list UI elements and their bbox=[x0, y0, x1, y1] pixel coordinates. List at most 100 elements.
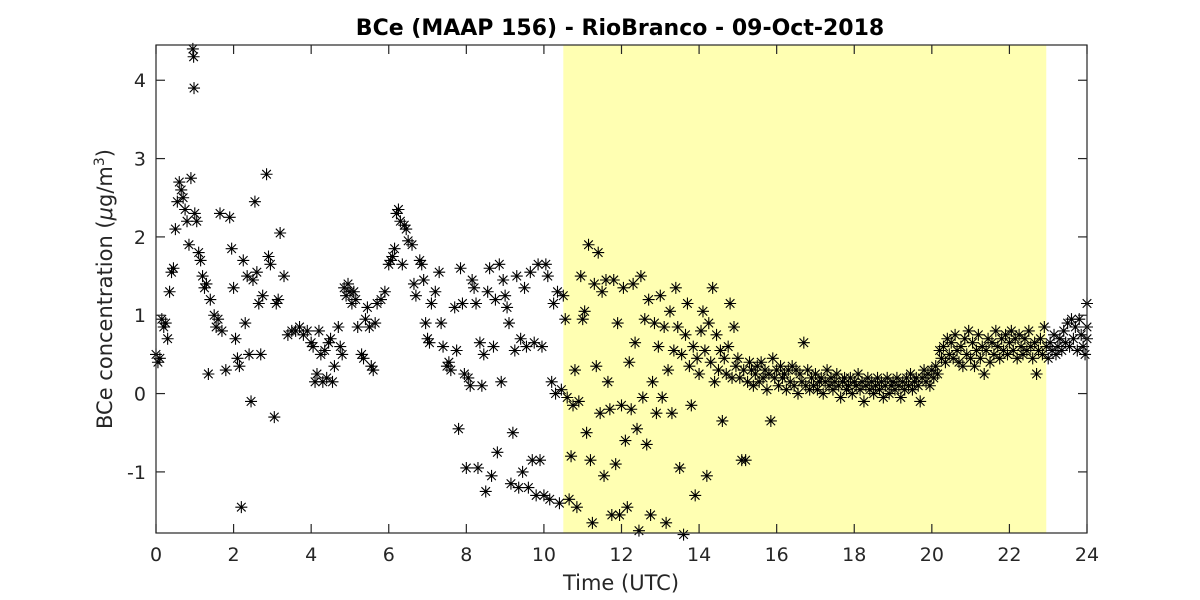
data-point bbox=[508, 344, 521, 357]
data-point bbox=[318, 344, 331, 357]
data-point bbox=[663, 305, 676, 318]
data-point bbox=[1030, 367, 1043, 380]
data-point bbox=[792, 387, 805, 400]
data-point bbox=[551, 285, 564, 298]
data-point bbox=[945, 336, 958, 349]
data-point bbox=[245, 395, 258, 408]
data-point bbox=[968, 360, 981, 373]
data-point bbox=[766, 352, 779, 365]
data-point bbox=[1011, 352, 1024, 365]
data-point bbox=[720, 367, 733, 380]
data-point bbox=[250, 266, 263, 279]
data-point bbox=[448, 301, 461, 314]
data-point bbox=[512, 481, 525, 494]
y-axis-label-mu: μ bbox=[93, 207, 117, 221]
data-point bbox=[361, 301, 374, 314]
data-point bbox=[598, 469, 611, 482]
x-tick-label: 6 bbox=[383, 544, 395, 566]
data-point bbox=[528, 336, 541, 349]
data-point bbox=[774, 360, 787, 373]
data-point bbox=[326, 375, 339, 388]
data-point bbox=[877, 391, 890, 404]
data-point bbox=[444, 364, 457, 377]
data-point bbox=[685, 399, 698, 412]
data-point bbox=[229, 332, 242, 345]
data-point bbox=[1044, 336, 1057, 349]
chart-title: BCe (MAAP 156) - RioBranco - 09-Oct-2018 bbox=[356, 16, 884, 41]
data-point bbox=[718, 352, 731, 365]
data-point bbox=[646, 375, 659, 388]
data-point bbox=[272, 293, 285, 306]
data-point bbox=[747, 379, 760, 392]
data-point bbox=[722, 340, 735, 353]
y-tick-label: 2 bbox=[134, 227, 146, 249]
data-point bbox=[194, 254, 207, 267]
data-point bbox=[262, 250, 275, 263]
data-point bbox=[307, 340, 320, 353]
data-point bbox=[243, 348, 256, 361]
data-point bbox=[873, 383, 886, 396]
data-points bbox=[150, 42, 1093, 541]
data-point bbox=[534, 454, 547, 467]
data-point bbox=[638, 313, 651, 326]
data-point bbox=[268, 411, 281, 424]
data-point bbox=[442, 356, 455, 369]
y-tick-label: 3 bbox=[134, 149, 146, 171]
data-point bbox=[605, 508, 618, 521]
data-point bbox=[324, 332, 337, 345]
data-point bbox=[760, 383, 773, 396]
data-point bbox=[972, 328, 985, 341]
data-point bbox=[485, 469, 498, 482]
data-point bbox=[543, 493, 556, 506]
data-point bbox=[1034, 332, 1047, 345]
data-point bbox=[563, 493, 576, 506]
data-point bbox=[398, 219, 411, 232]
data-point bbox=[852, 367, 865, 380]
data-point bbox=[204, 293, 217, 306]
data-point bbox=[1026, 352, 1039, 365]
data-point bbox=[545, 375, 558, 388]
data-point bbox=[716, 414, 729, 427]
data-point bbox=[301, 324, 314, 337]
data-point bbox=[549, 387, 562, 400]
data-point bbox=[537, 489, 550, 502]
data-point bbox=[378, 285, 391, 298]
data-point bbox=[737, 364, 750, 377]
data-point bbox=[627, 277, 640, 290]
data-point bbox=[939, 356, 952, 369]
data-point bbox=[904, 367, 917, 380]
data-point bbox=[929, 360, 942, 373]
data-point bbox=[964, 352, 977, 365]
data-point bbox=[609, 458, 622, 471]
data-point bbox=[681, 297, 694, 310]
data-point bbox=[388, 242, 401, 255]
data-point bbox=[260, 168, 273, 181]
data-point bbox=[188, 207, 201, 220]
data-point bbox=[631, 422, 644, 435]
data-point bbox=[768, 371, 781, 384]
data-point bbox=[233, 360, 246, 373]
data-point bbox=[1053, 332, 1066, 345]
data-point bbox=[355, 348, 368, 361]
data-point bbox=[1001, 348, 1014, 361]
data-point bbox=[483, 262, 496, 275]
data-point bbox=[621, 501, 634, 514]
data-point bbox=[727, 320, 740, 333]
data-point bbox=[679, 328, 692, 341]
data-point bbox=[970, 344, 983, 357]
data-point bbox=[369, 317, 382, 330]
data-point bbox=[739, 454, 752, 467]
data-point bbox=[293, 320, 306, 333]
data-point bbox=[857, 395, 870, 408]
data-point bbox=[363, 320, 376, 333]
data-point bbox=[349, 293, 362, 306]
data-point bbox=[246, 273, 259, 286]
data-point bbox=[184, 172, 197, 185]
data-point bbox=[413, 254, 426, 267]
data-point bbox=[530, 489, 543, 502]
data-point bbox=[248, 195, 261, 208]
data-point bbox=[419, 317, 432, 330]
data-point bbox=[867, 387, 880, 400]
data-point bbox=[1069, 320, 1082, 333]
data-point bbox=[1075, 328, 1088, 341]
